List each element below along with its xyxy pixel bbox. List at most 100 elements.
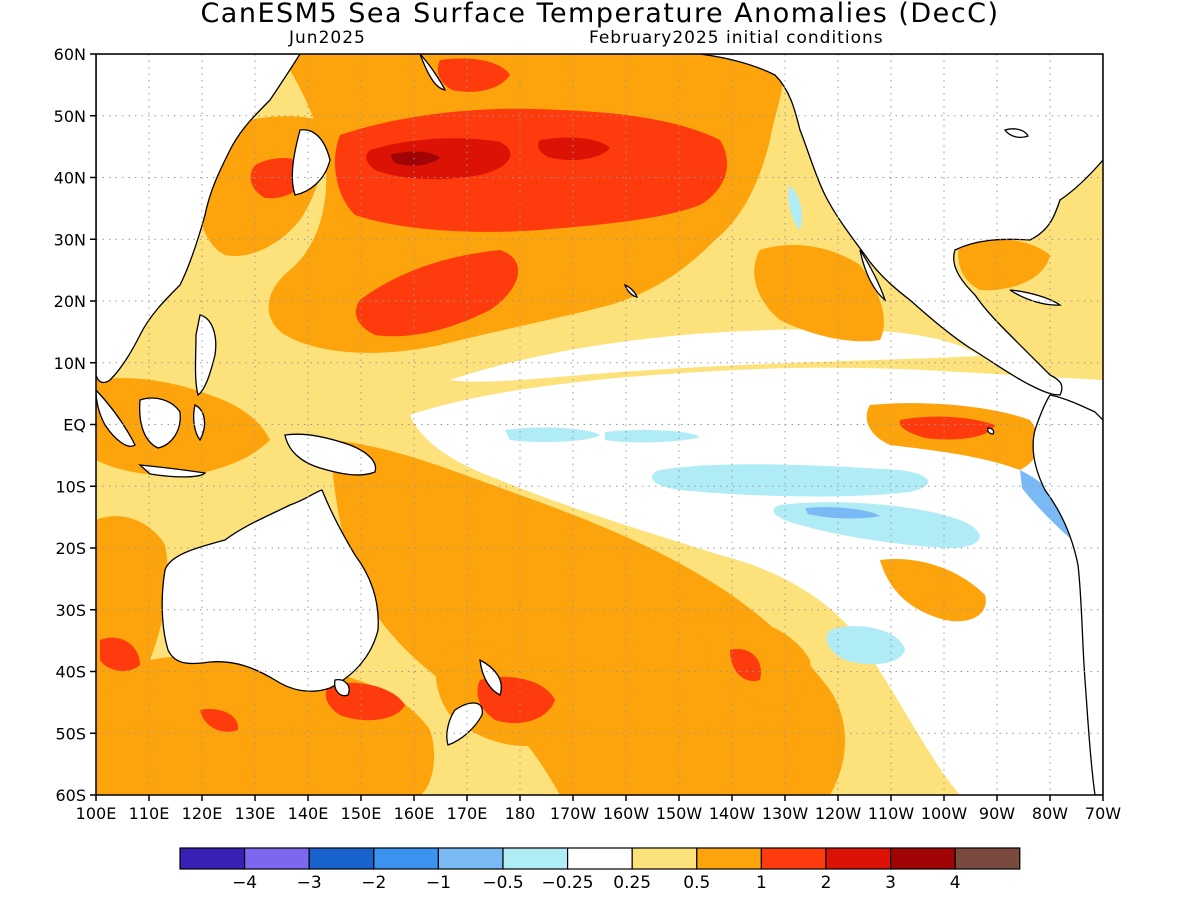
colorbar-swatch <box>244 847 310 870</box>
colorbar-swatch <box>566 847 633 870</box>
colorbar-labels: −4 −3 −2 −1 −0.5 −0.25 0.25 0.5 1 2 3 4 <box>232 873 961 893</box>
land-sumatra <box>96 389 136 447</box>
map-title: CanESM5 Sea Surface Temperature Anomalie… <box>200 0 1000 29</box>
lat-label: 30S <box>55 601 86 620</box>
lon-label: 120E <box>182 804 223 823</box>
colorbar-label: −0.25 <box>542 873 594 893</box>
lon-label: 150E <box>341 804 382 823</box>
warm-west-pacific-red <box>200 709 239 732</box>
colorbar-swatch <box>825 847 892 870</box>
lat-label: 60S <box>55 786 86 805</box>
cool-band-equatorial <box>651 464 929 497</box>
colorbar <box>179 847 1021 870</box>
lon-label: 130E <box>235 804 276 823</box>
cool-streak-southeast <box>805 507 880 519</box>
lat-label: 50S <box>55 724 86 743</box>
lon-label: 120W <box>815 804 862 823</box>
warm-se-pacific-25s <box>880 559 986 622</box>
lat-label: 60N <box>54 45 86 64</box>
colorbar-label: 3 <box>885 873 896 893</box>
colorbar-label: 4 <box>950 873 961 893</box>
land-south-america <box>1032 394 1103 795</box>
longitude-labels: 100E 110E 120E 130E 140E 150E 160E 170E 180 170W 1… <box>76 804 1122 823</box>
land-hawaii <box>623 283 639 298</box>
colorbar-label: −3 <box>297 873 322 893</box>
lat-label: 10N <box>54 354 86 373</box>
warm-core-maroon <box>390 151 440 166</box>
lon-label: 140W <box>709 804 756 823</box>
neutral-region-north-eq <box>450 329 980 382</box>
colorbar-swatch <box>179 847 246 870</box>
lon-label: 170W <box>550 804 597 823</box>
colorbar-label: −1 <box>426 873 451 893</box>
latitude-labels: 60N 50N 40N 30N 20N 10N EQ 10S 20S 30S 40S 50S 60S <box>54 45 86 805</box>
cool-patch-eq-west <box>505 427 600 443</box>
warm-okhotsk-red <box>437 58 510 92</box>
lon-label: 70W <box>1085 804 1121 823</box>
lat-label: 20N <box>54 292 86 311</box>
lon-label: 150W <box>656 804 703 823</box>
initial-conditions-label: February2025 initial conditions <box>589 28 884 48</box>
colorbar-swatch <box>502 847 569 870</box>
neutral-region-east-pacific <box>410 367 1103 795</box>
colorbar-swatch <box>437 847 504 870</box>
cool-coastal-california <box>788 185 802 230</box>
colorbar-label: 2 <box>821 873 832 893</box>
lon-label: 100E <box>76 804 117 823</box>
cool-patch-eq-mid <box>605 429 700 443</box>
lat-label: 40S <box>55 663 86 682</box>
land-philippines <box>194 314 217 397</box>
land <box>96 54 1103 795</box>
colorbar-swatch <box>631 847 698 870</box>
land-australia <box>161 489 379 692</box>
colorbar-label: 0.25 <box>613 873 651 893</box>
land-new-zealand-north <box>479 658 502 696</box>
colorbar-swatch <box>889 847 956 870</box>
colorbar-swatch <box>373 847 439 870</box>
lat-label: 40N <box>54 169 86 188</box>
lon-label: 110W <box>868 804 915 823</box>
warm-indian-red <box>100 637 140 672</box>
lat-label: 30N <box>54 230 86 249</box>
lon-label: 180 <box>505 804 536 823</box>
warm-gulf-of-mexico <box>958 237 1050 291</box>
warm-north-pacific-red-south <box>355 250 519 337</box>
warm-south-40s-red <box>730 649 761 682</box>
land-java <box>138 464 207 478</box>
land-great-lakes <box>1003 128 1029 138</box>
forecast-month-label: Jun2025 <box>289 28 366 48</box>
colorbar-swatch <box>954 847 1021 870</box>
land-asia-mainland <box>96 54 301 384</box>
lon-label: 130W <box>762 804 809 823</box>
lon-label: 140E <box>288 804 329 823</box>
land-galapagos <box>987 427 995 435</box>
colorbar-label: −2 <box>361 873 386 893</box>
land-kamchatka <box>419 54 447 91</box>
colorbar-swatch <box>760 847 827 870</box>
colorbar-swatch <box>696 847 762 870</box>
lat-label: 50N <box>54 107 86 126</box>
land-baja <box>859 249 887 302</box>
lon-label: 160W <box>603 804 650 823</box>
lon-label: 110E <box>129 804 170 823</box>
lat-label: 10S <box>55 477 86 496</box>
warm-south-pacific-convergence <box>330 440 845 795</box>
land-japan <box>291 129 331 196</box>
warm-ne-pacific-coast <box>754 245 884 342</box>
colorbar-swatch <box>308 847 375 870</box>
lon-label: 90W <box>979 804 1015 823</box>
gridlines <box>96 54 1103 795</box>
colorbar-label: −0.5 <box>482 873 523 893</box>
colorbar-label: 1 <box>756 873 767 893</box>
cool-patch-south-40s <box>826 626 905 665</box>
warm-east-eq-red <box>899 416 995 440</box>
lon-label: 100W <box>921 804 968 823</box>
lat-label: 20S <box>55 539 86 558</box>
lat-label: EQ <box>63 416 86 435</box>
axis-ticks <box>90 53 1104 801</box>
land-cuba <box>1009 289 1062 306</box>
lon-label: 80W <box>1032 804 1068 823</box>
land-tasmania <box>334 679 350 697</box>
land-borneo <box>139 397 181 449</box>
